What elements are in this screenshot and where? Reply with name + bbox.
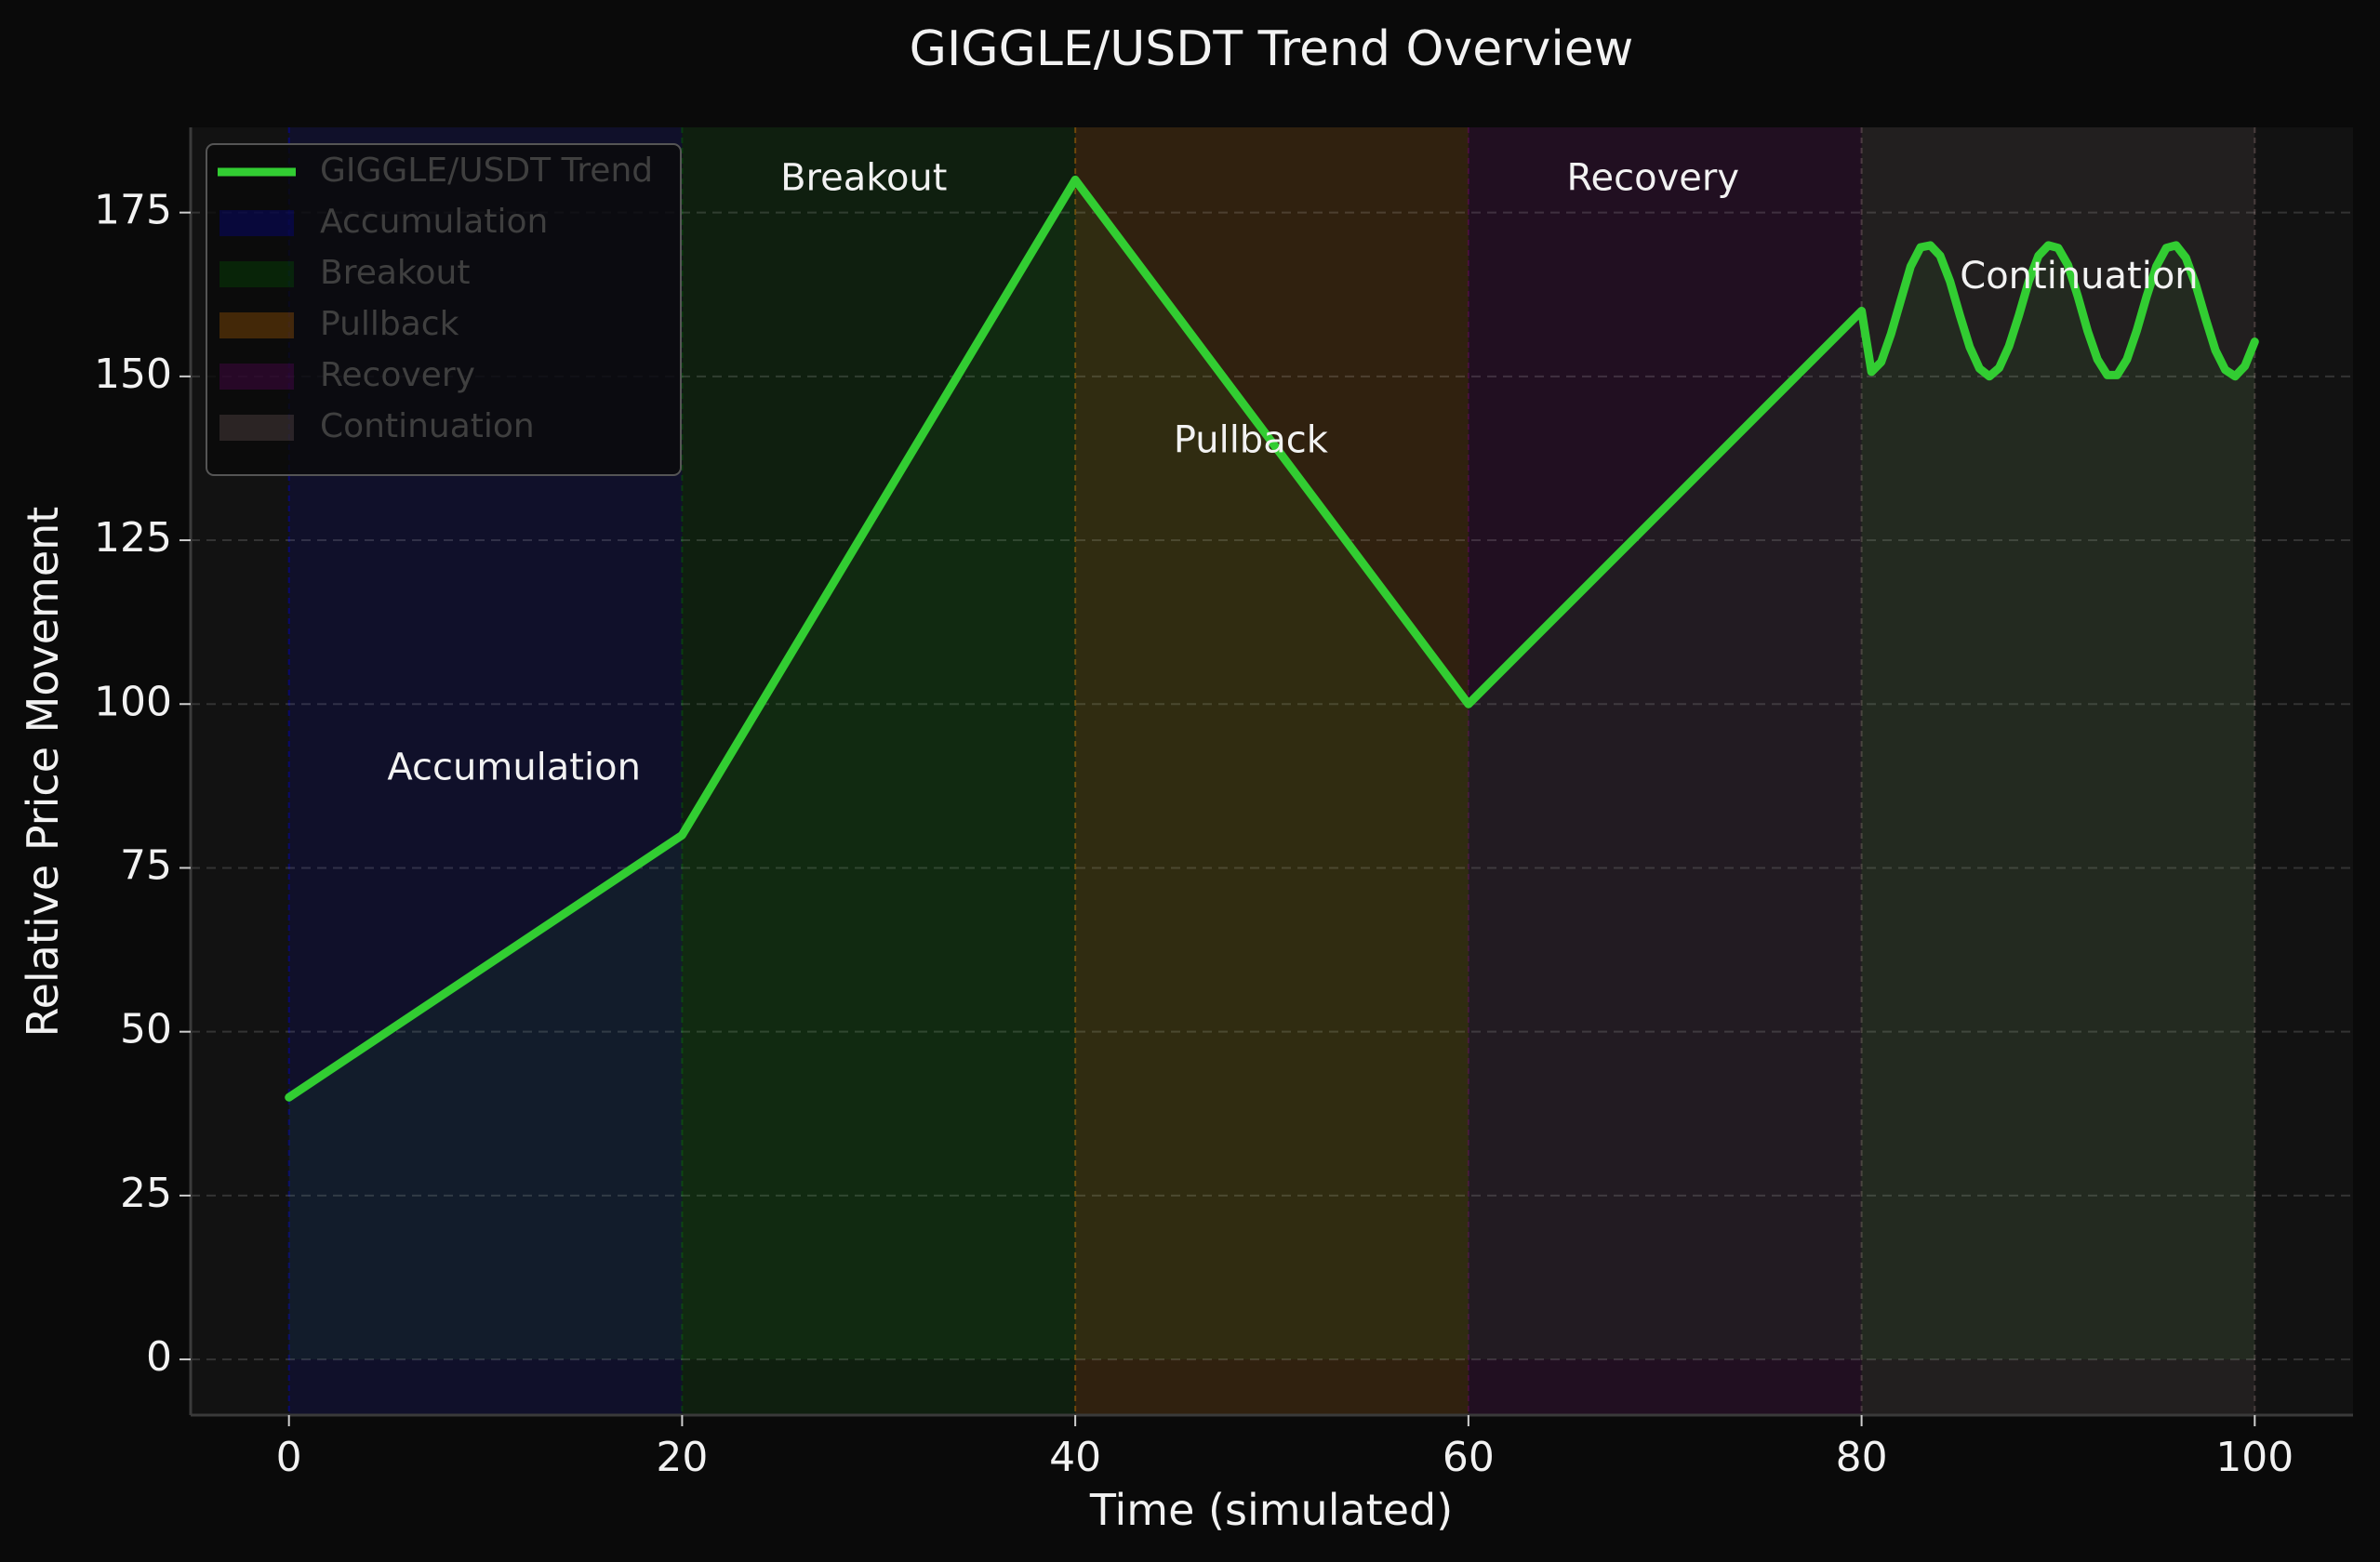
- phase-bands: [287, 127, 2256, 1415]
- trend-line: [285, 175, 2259, 1102]
- series-fill-giggle-usdt-trend: [288, 179, 2255, 1360]
- grid: [191, 211, 2353, 1361]
- trend-fill: [288, 179, 2255, 1360]
- y-tick-label-75: 75: [120, 841, 172, 889]
- y-tick-label-150: 150: [94, 351, 172, 398]
- series-line-giggle-usdt-trend: [285, 175, 2259, 1102]
- y-axis-label: Relative Price Movement: [18, 507, 68, 1038]
- phase-label-continuation: Continuation: [1960, 255, 2198, 298]
- legend-box: [206, 143, 682, 476]
- y-tick-label-100: 100: [94, 678, 172, 725]
- phase-labels: Accumulation Breakout Pullback Recovery Cont…: [387, 156, 2198, 788]
- legend-label-breakout: Breakout: [320, 254, 470, 292]
- x-tick-label-60: 60: [1443, 1434, 1495, 1481]
- phase-band-continuation: [1861, 127, 2255, 1415]
- legend-label-recovery: Recovery: [320, 356, 475, 394]
- legend: GIGGLE/USDT Trend Accumulation Breakout Pul…: [206, 143, 682, 476]
- legend-swatch-pullback: [219, 312, 294, 338]
- y-tick-label-175: 175: [94, 187, 172, 234]
- phase-label-recovery: Recovery: [1567, 156, 1739, 199]
- x-tick-label-80: 80: [1836, 1434, 1888, 1481]
- x-axis-label: Time (simulated): [1089, 1485, 1453, 1535]
- phase-label-accumulation: Accumulation: [387, 747, 641, 789]
- y-tick-label-25: 25: [120, 1170, 172, 1217]
- axes: 0 25 50 75 100 125 150 175 0 20 40 60 80 100: [94, 127, 2353, 1481]
- y-tick-label-125: 125: [94, 514, 172, 562]
- legend-label-giggle-usdt-trend: GIGGLE/USDT Trend: [320, 152, 653, 190]
- legend-swatch-continuation: [219, 415, 294, 441]
- legend-swatch-accumulation: [219, 210, 294, 236]
- x-tick-label-100: 100: [2215, 1434, 2294, 1481]
- x-tick-label-40: 40: [1049, 1434, 1101, 1481]
- phase-band-breakout: [682, 127, 1076, 1415]
- legend-label-continuation: Continuation: [320, 407, 535, 445]
- y-tick-label-50: 50: [120, 1006, 172, 1053]
- phase-band-recovery: [1468, 127, 1862, 1415]
- y-tick-label-0: 0: [146, 1333, 172, 1381]
- legend-label-accumulation: Accumulation: [320, 203, 548, 241]
- legend-label-pullback: Pullback: [320, 305, 459, 343]
- phase-band-pullback: [1075, 127, 1469, 1415]
- x-tick-label-0: 0: [276, 1434, 302, 1481]
- legend-swatch-recovery: [219, 364, 294, 390]
- x-tick-label-20: 20: [656, 1434, 708, 1481]
- phase-label-pullback: Pullback: [1174, 418, 1329, 461]
- legend-swatch-breakout: [219, 261, 294, 287]
- chart-title: GIGGLE/USDT Trend Overview: [910, 21, 1634, 77]
- phase-label-breakout: Breakout: [780, 156, 947, 199]
